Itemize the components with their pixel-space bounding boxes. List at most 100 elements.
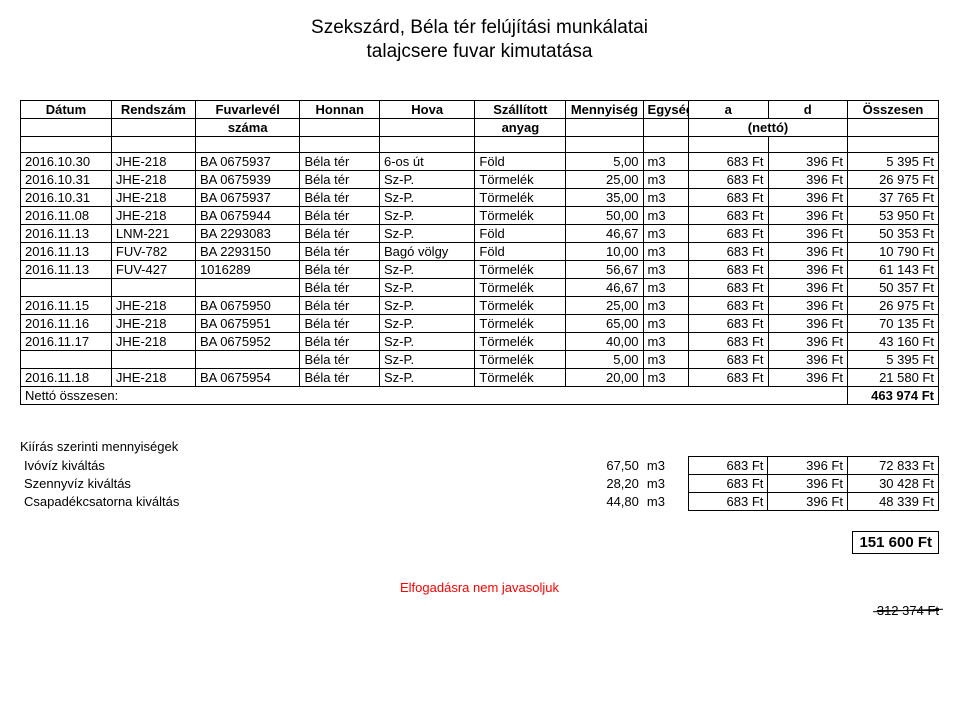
summary-heading: Kiírás szerinti mennyiségek [20, 439, 939, 454]
cell-d: 396 Ft [768, 314, 848, 332]
cell-menny: 50,00 [566, 206, 643, 224]
table-row: 2016.11.13FUV-4271016289Béla térSz-P.Tör… [21, 260, 939, 278]
cell-ossz: 37 765 Ft [848, 188, 939, 206]
cell-hon: Béla tér [300, 350, 380, 368]
col-egys-2 [643, 118, 688, 136]
cell-a: 683 Ft [688, 332, 768, 350]
cell-hova: Sz-P. [379, 188, 474, 206]
cell-hon: Béla tér [300, 152, 380, 170]
cell-fuv: BA 0675939 [195, 170, 300, 188]
summary-a: 683 Ft [688, 456, 768, 474]
cell-egys: m3 [643, 170, 688, 188]
col-date: Dátum [21, 100, 112, 118]
cell-anyag: Föld [475, 152, 566, 170]
cell-hon: Béla tér [300, 296, 380, 314]
table-row: 2016.11.08JHE-218BA 0675944Béla térSz-P.… [21, 206, 939, 224]
col-hova-2 [379, 118, 474, 136]
col-hon-2 [300, 118, 380, 136]
cell-a: 683 Ft [688, 368, 768, 386]
summary-block: Kiírás szerinti mennyiségek Ivóvíz kivál… [20, 439, 939, 554]
cell-ossz: 26 975 Ft [848, 296, 939, 314]
col-hova: Hova [379, 100, 474, 118]
cell-fuv: BA 0675937 [195, 152, 300, 170]
cell-egys: m3 [643, 350, 688, 368]
struck-amount: 312 374 Ft [877, 603, 939, 618]
cell-rend [111, 350, 195, 368]
cell-hova: Sz-P. [379, 314, 474, 332]
cell-fuv: BA 2293083 [195, 224, 300, 242]
cell-anyag: Törmelék [475, 332, 566, 350]
col-a-2: (nettó) [688, 118, 847, 136]
cell-rend: JHE-218 [111, 188, 195, 206]
cell-anyag: Föld [475, 242, 566, 260]
cell-egys: m3 [643, 278, 688, 296]
summary-total: 151 600 Ft [852, 531, 939, 554]
cell-rend: FUV-427 [111, 260, 195, 278]
cell-ossz: 50 357 Ft [848, 278, 939, 296]
col-szal: Szállított [475, 100, 566, 118]
col-a: a [688, 100, 768, 118]
cell-d: 396 Ft [768, 368, 848, 386]
summary-row: Ivóvíz kiváltás67,50m3683 Ft396 Ft72 833… [20, 456, 939, 474]
cell-anyag: Törmelék [475, 260, 566, 278]
cell-egys: m3 [643, 224, 688, 242]
cell-hon: Béla tér [300, 332, 380, 350]
cell-date: 2016.11.13 [21, 242, 112, 260]
col-szal-2: anyag [475, 118, 566, 136]
cell-anyag: Törmelék [475, 368, 566, 386]
cell-hova: Sz-P. [379, 206, 474, 224]
cell-fuv: BA 0675952 [195, 332, 300, 350]
cell-d: 396 Ft [768, 152, 848, 170]
cell-a: 683 Ft [688, 224, 768, 242]
cell-fuv: BA 0675937 [195, 188, 300, 206]
summary-egys: m3 [643, 456, 688, 474]
document-title: Szekszárd, Béla tér felújítási munkálata… [20, 16, 939, 64]
summary-d: 396 Ft [768, 456, 848, 474]
cell-ossz: 50 353 Ft [848, 224, 939, 242]
title-line-2: talajcsere fuvar kimutatása [20, 40, 939, 64]
col-menny-2 [566, 118, 643, 136]
cell-date: 2016.11.16 [21, 314, 112, 332]
cell-fuv: BA 0675954 [195, 368, 300, 386]
col-ossz: Összesen [848, 100, 939, 118]
cell-date: 2016.11.18 [21, 368, 112, 386]
summary-row: Szennyvíz kiváltás28,20m3683 Ft396 Ft30 … [20, 474, 939, 492]
col-menny: Mennyiség [566, 100, 643, 118]
cell-egys: m3 [643, 152, 688, 170]
cell-fuv: BA 0675944 [195, 206, 300, 224]
cell-ossz: 43 160 Ft [848, 332, 939, 350]
cell-rend: JHE-218 [111, 368, 195, 386]
cell-d: 396 Ft [768, 242, 848, 260]
cell-hova: 6-os út [379, 152, 474, 170]
cell-a: 683 Ft [688, 350, 768, 368]
cell-fuv: 1016289 [195, 260, 300, 278]
cell-ossz: 5 395 Ft [848, 350, 939, 368]
summary-menny: 67,50 [566, 456, 643, 474]
cell-hova: Bagó völgy [379, 242, 474, 260]
header-row-1: Dátum Rendszám Fuvarlevél Honnan Hova Sz… [21, 100, 939, 118]
table-row: 2016.11.13FUV-782BA 2293150Béla térBagó … [21, 242, 939, 260]
col-egys: Egység [643, 100, 688, 118]
cell-rend [111, 278, 195, 296]
cell-menny: 35,00 [566, 188, 643, 206]
cell-fuv: BA 0675950 [195, 296, 300, 314]
cell-rend: JHE-218 [111, 314, 195, 332]
cell-d: 396 Ft [768, 296, 848, 314]
cell-menny: 5,00 [566, 152, 643, 170]
col-rend: Rendszám [111, 100, 195, 118]
cell-a: 683 Ft [688, 188, 768, 206]
cell-date [21, 350, 112, 368]
cell-ossz: 26 975 Ft [848, 170, 939, 188]
cell-date: 2016.11.08 [21, 206, 112, 224]
cell-hova: Sz-P. [379, 332, 474, 350]
header-row-2: száma anyag (nettó) [21, 118, 939, 136]
cell-date: 2016.10.30 [21, 152, 112, 170]
main-table: Dátum Rendszám Fuvarlevél Honnan Hova Sz… [20, 100, 939, 405]
cell-menny: 20,00 [566, 368, 643, 386]
summary-menny: 44,80 [566, 492, 643, 510]
netto-label: Nettó összesen: [21, 386, 848, 404]
cell-anyag: Törmelék [475, 314, 566, 332]
recommendation-text: Elfogadásra nem javasoljuk [20, 580, 939, 595]
cell-egys: m3 [643, 242, 688, 260]
cell-hova: Sz-P. [379, 296, 474, 314]
